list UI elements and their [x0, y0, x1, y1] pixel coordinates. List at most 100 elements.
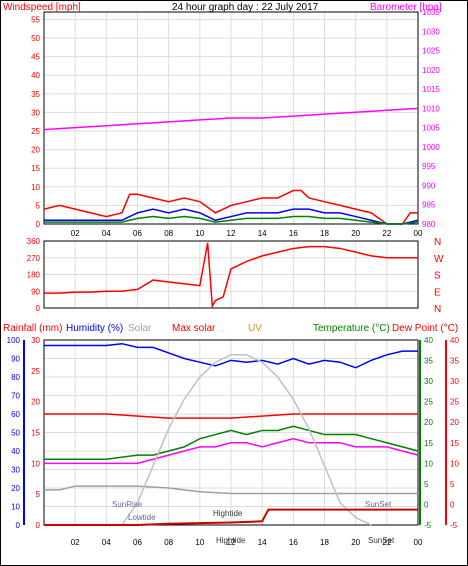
p3-rain-tick: 5	[36, 490, 41, 499]
p3-humidity-tick: 80	[11, 373, 20, 382]
p3-rain-tick: 15	[31, 429, 40, 438]
p3-temp-tick: 25	[424, 398, 433, 407]
p2-compass-label: E	[434, 287, 441, 298]
p3-header-label: Temperature (°C)	[313, 323, 390, 334]
p3-humidity-tick: 30	[11, 466, 20, 475]
p3-annotation: Lowtide	[128, 513, 156, 522]
p3-series-rainfall	[44, 508, 418, 526]
p1-x-tick: 02	[71, 229, 80, 238]
p1-left-axis-label: Windspeed [mph]	[3, 2, 81, 13]
p1-right-tick: 1010	[422, 104, 440, 113]
p2-compass-label: N	[434, 237, 441, 248]
p1-left-tick: 10	[31, 183, 40, 192]
p1-right-tick: 1025	[422, 47, 440, 56]
p1-x-tick: 08	[164, 229, 173, 238]
p1-x-tick: 10	[195, 229, 204, 238]
p2-left-tick: 0	[36, 304, 41, 313]
p1-series-average	[44, 208, 419, 225]
p1-left-tick: 50	[31, 34, 40, 43]
p3-x-tick: 02	[71, 538, 80, 547]
p3-temp-tick: 15	[424, 439, 433, 448]
p3-x-tick: 06	[133, 538, 142, 547]
p1-right-tick: 995	[422, 162, 436, 171]
p3-plot-area	[43, 339, 419, 526]
p3-rain-tick: 0	[36, 521, 41, 530]
p3-temp-tick: 0	[424, 500, 429, 509]
p1-right-tick: 990	[422, 181, 436, 190]
p3-annotation: SunRise	[112, 500, 143, 509]
p1-left-tick: 20	[31, 146, 40, 155]
p3-x-tick: 16	[289, 538, 298, 547]
p3-x-tick: 10	[195, 538, 204, 547]
p3-temp-tick: 10	[424, 459, 433, 468]
p1-right-tick: 1030	[422, 27, 440, 36]
p3-rain-tick: 20	[31, 398, 40, 407]
p3-dew-tick: 15	[450, 439, 459, 448]
p2-series-wind-direction	[44, 242, 418, 309]
p1-x-tick: 16	[289, 229, 298, 238]
p1-x-tick: 04	[102, 229, 111, 238]
p1-right-tick: 1020	[422, 66, 440, 75]
p2-left-tick: 360	[27, 237, 41, 246]
p2-compass-label: N	[434, 304, 441, 315]
p1-left-tick: 5	[36, 201, 41, 210]
p3-header-label: Solar	[128, 323, 152, 334]
p3-temp-tick: 40	[424, 336, 433, 345]
p1-right-tick: 1000	[422, 143, 440, 152]
p3-humidity-tick: 10	[11, 503, 20, 512]
p3-humidity-tick: 50	[11, 429, 20, 438]
p3-dew-tick: 20	[450, 418, 459, 427]
p3-x-tick: 18	[320, 538, 329, 547]
p1-left-tick: 40	[31, 71, 40, 80]
p3-x-tick: 08	[164, 538, 173, 547]
p3-dew-tick: 25	[450, 398, 459, 407]
p3-humidity-tick: 60	[11, 410, 20, 419]
p1-right-tick: 980	[422, 220, 436, 229]
p3-temp-tick: 35	[424, 357, 433, 366]
p3-header-label: Rainfall (mm)	[3, 323, 62, 334]
p3-humidity-tick: 70	[11, 392, 20, 401]
p1-series-gust	[43, 189, 418, 225]
p3-dew-tick: -5	[450, 521, 458, 530]
p1-series-barometer	[43, 107, 419, 131]
p3-dew-tick: 5	[450, 480, 455, 489]
p3-humidity-tick: 20	[11, 484, 20, 493]
p1-x-tick: 20	[351, 229, 360, 238]
p3-x-tick: 00	[414, 538, 423, 547]
p3-header-label: Max solar	[172, 323, 216, 334]
p3-humidity-tick: 90	[11, 355, 20, 364]
p1-x-tick: 18	[320, 229, 329, 238]
p3-temp-tick: 5	[424, 480, 429, 489]
p3-x-tick: 14	[258, 538, 267, 547]
p3-series-temperature	[44, 425, 419, 460]
p3-dew-tick: 10	[450, 459, 459, 468]
p3-dew-tick: 40	[450, 336, 459, 345]
p2-left-tick: 180	[27, 271, 41, 280]
p3-temp-tick: -5	[424, 521, 432, 530]
p3-rain-tick: 25	[31, 367, 40, 376]
p1-left-tick: 45	[31, 53, 40, 62]
p3-dew-tick: 0	[450, 500, 455, 509]
p3-annotation: SunSet	[365, 500, 392, 509]
p1-left-tick: 25	[31, 127, 40, 136]
p3-series-solar	[44, 485, 418, 495]
p1-left-tick: 15	[31, 164, 40, 173]
p3-rain-tick: 10	[31, 459, 40, 468]
p3-annotation: Hightide	[216, 536, 246, 545]
p3-annotation: Hightide	[213, 509, 243, 518]
p3-dew-tick: 35	[450, 357, 459, 366]
p3-humidity-tick: 0	[16, 521, 21, 530]
p3-humidity-tick: 100	[7, 336, 21, 345]
p3-header-label: Dew Point (°C)	[392, 323, 458, 334]
p2-left-tick: 90	[31, 287, 40, 296]
p1-right-tick: 1015	[422, 85, 440, 94]
p3-humidity-tick: 40	[11, 447, 20, 456]
p3-series-dew-point	[44, 437, 419, 465]
p3-series-humidity	[44, 342, 418, 369]
p1-right-axis-label: Barometer [hpa]	[370, 2, 442, 13]
p3-dew-tick: 30	[450, 377, 459, 386]
p1-x-tick: 06	[133, 229, 142, 238]
p1-title: 24 hour graph day : 22 July 2017	[172, 2, 319, 13]
